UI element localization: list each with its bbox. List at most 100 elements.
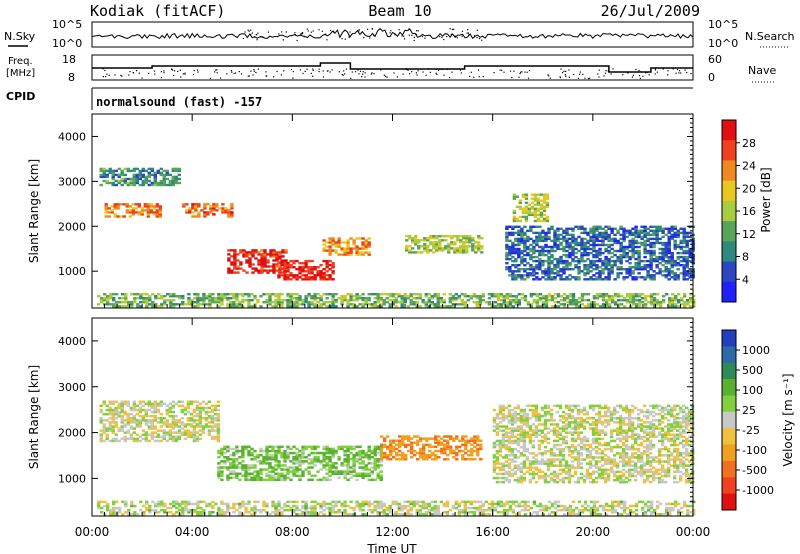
range-cell (520, 229, 524, 232)
range-cell (422, 443, 426, 447)
range-cell (121, 305, 125, 308)
range-cell (628, 299, 633, 302)
range-cell (361, 299, 365, 302)
range-cell (586, 266, 590, 269)
range-cell (472, 513, 476, 516)
range-cell (331, 447, 335, 451)
range-cell (619, 225, 623, 228)
range-cell (472, 511, 476, 514)
range-cell (313, 276, 317, 279)
range-cell (586, 239, 590, 243)
range-cell (465, 235, 469, 238)
range-cell (438, 245, 442, 248)
range-cell (498, 462, 503, 465)
range-cell (562, 247, 566, 251)
range-cell (677, 305, 681, 308)
range-cell (269, 251, 273, 254)
range-cell (631, 239, 635, 243)
nsearch-dot (411, 34, 413, 36)
range-cell (358, 445, 362, 449)
range-cell (532, 259, 536, 263)
range-cell (683, 504, 687, 508)
range-cell (568, 264, 572, 267)
range-cell (604, 259, 608, 263)
range-cell (531, 472, 536, 476)
range-cell (682, 229, 686, 232)
range-cell (172, 293, 176, 296)
range-cell (465, 249, 469, 252)
nave-dot (662, 68, 664, 70)
range-cell (397, 301, 401, 304)
range-cell (667, 268, 671, 271)
range-cell (379, 299, 383, 302)
range-cell (667, 241, 671, 245)
range-cell (105, 173, 109, 177)
range-cell (562, 513, 567, 516)
range-cell (592, 303, 597, 306)
nave-dot (327, 70, 329, 72)
range-cell (464, 439, 468, 442)
range-cell (295, 276, 299, 279)
nave-label: Nave (748, 64, 776, 77)
range-cell (280, 264, 284, 267)
range-cell (643, 266, 647, 269)
range-cell (254, 257, 258, 260)
range-cell (688, 239, 692, 243)
range-cell (277, 513, 281, 516)
range-cell (477, 243, 481, 246)
range-cell (247, 511, 251, 514)
range-cell (361, 468, 365, 471)
range-cell (408, 245, 412, 248)
range-cell (244, 508, 248, 512)
range-cell (625, 272, 629, 275)
range-cell (553, 239, 557, 243)
range-cell (646, 274, 650, 277)
range-cell (227, 269, 231, 272)
range-cell (604, 508, 609, 512)
range-cell (607, 227, 611, 230)
range-cell (571, 247, 575, 251)
range-cell (244, 470, 248, 473)
range-cell (328, 458, 332, 461)
range-cell (501, 464, 506, 467)
nave-dot (409, 68, 411, 70)
range-cell (235, 303, 239, 306)
range-cell (340, 241, 344, 244)
range-cell (325, 266, 329, 269)
range-cell (451, 305, 455, 308)
range-cell (556, 295, 561, 298)
range-cell (604, 301, 609, 304)
range-cell (534, 462, 539, 465)
range-cell (295, 301, 299, 304)
range-cell (319, 276, 323, 279)
range-cell (541, 237, 545, 241)
range-cell (307, 301, 311, 304)
range-cell (143, 209, 147, 212)
range-cell (577, 270, 581, 273)
range-cell (667, 270, 671, 273)
range-cell (177, 173, 181, 177)
range-cell (322, 276, 326, 279)
range-cell (664, 276, 668, 279)
range-cell (373, 447, 377, 451)
nsearch-dot (349, 31, 351, 33)
range-cell (158, 205, 162, 208)
range-cell (265, 472, 269, 475)
range-cell (619, 295, 624, 298)
nave-dot (603, 75, 605, 77)
nsearch-dot (267, 31, 269, 33)
range-cell (257, 251, 261, 254)
range-cell (286, 278, 290, 281)
range-cell (412, 500, 416, 504)
range-cell (156, 183, 160, 187)
range-cell (649, 266, 653, 269)
range-cell (401, 451, 405, 455)
range-cell (541, 229, 545, 232)
range-cell (429, 235, 433, 238)
range-cell (102, 171, 106, 175)
range-cell (286, 500, 290, 504)
range-cell (346, 468, 350, 471)
range-cell (463, 508, 467, 512)
nave-dot (197, 71, 199, 73)
range-cell (668, 299, 672, 302)
